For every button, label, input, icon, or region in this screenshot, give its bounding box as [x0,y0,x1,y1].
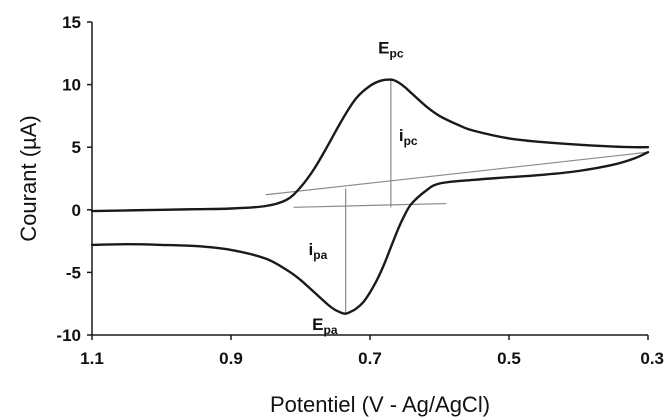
plot-area [90,78,650,315]
y-tick-label-3: 0 [72,201,81,220]
annotation-subscript-0: pc [390,46,404,60]
annotation-subscript-3: pa [323,323,337,337]
x-axis-title: Potentiel (V - Ag/AgCl) [270,392,490,417]
annotation-e-pc: Epc [378,38,404,60]
annotation-main-3: E [312,315,323,334]
annotation-main-0: E [378,38,389,57]
annotation-i-pa: ipa [309,240,328,262]
series-line-1 [90,151,650,315]
y-tick-label-0: 15 [62,13,81,32]
annotation-e-pa: Epa [312,315,338,337]
y-axis-title: Courant (µA) [16,115,41,241]
annotation-subscript-1: pc [404,134,418,148]
x-tick-label-3: 0.5 [497,349,521,368]
annotation-main-1: i [399,126,404,145]
axes: 15 10 5 0 -5 -10 1.1 0.9 0.7 0.5 0.3 [56,13,664,368]
y-tick-label-1: 10 [62,76,81,95]
y-tick-label-5: -10 [56,326,81,345]
annotation-main-2: i [309,240,314,259]
x-tick-label-1: 0.9 [219,349,243,368]
baseline-line-1 [293,202,447,208]
x-tick-label-0: 1.1 [80,349,104,368]
x-tick-label-2: 0.7 [358,349,382,368]
y-tick-label-2: 5 [72,138,81,157]
annotation-subscript-2: pa [313,248,327,262]
series-line-0 [90,78,650,213]
baseline-line-0 [265,151,649,196]
annotation-i-pc: ipc [399,126,418,148]
y-tick-label-4: -5 [66,263,81,282]
x-tick-label-4: 0.3 [640,349,664,368]
